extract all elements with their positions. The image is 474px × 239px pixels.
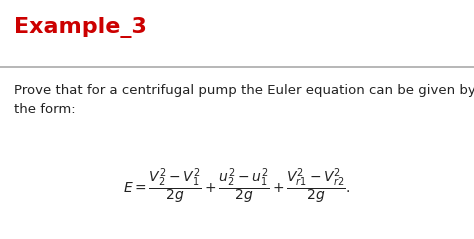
Text: Example_3: Example_3	[14, 17, 147, 38]
Text: $E = \dfrac{V_2^2 - V_1^2}{2g} + \dfrac{u_2^2 - u_1^2}{2g} + \dfrac{V_{r1}^2 - V: $E = \dfrac{V_2^2 - V_1^2}{2g} + \dfrac{…	[123, 166, 351, 206]
Text: Prove that for a centrifugal pump the Euler equation can be given by
the form:: Prove that for a centrifugal pump the Eu…	[14, 84, 474, 116]
